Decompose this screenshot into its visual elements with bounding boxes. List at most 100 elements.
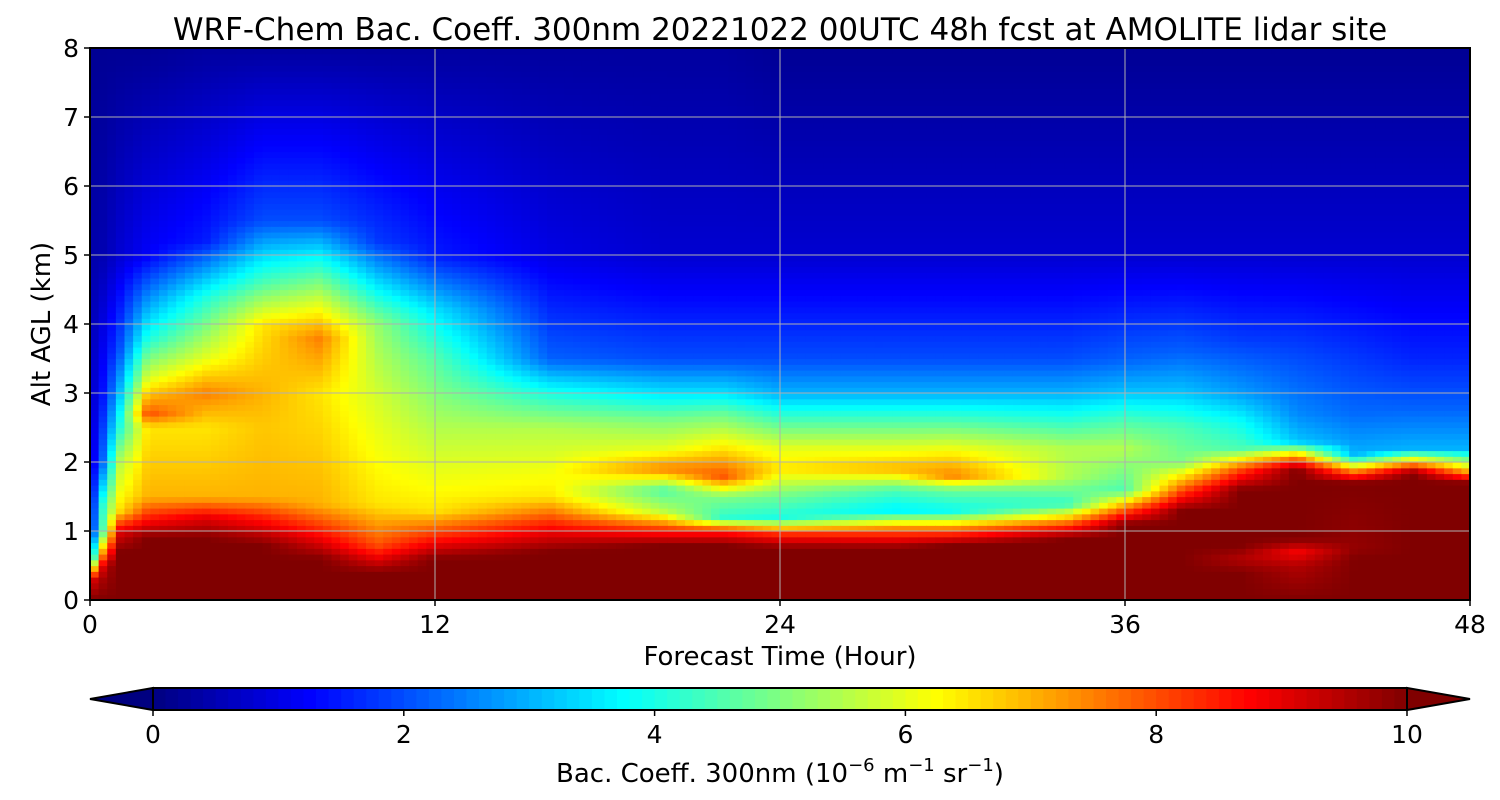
heatmap-cell <box>374 542 384 549</box>
heatmap-cell <box>297 473 307 480</box>
heatmap-cell <box>141 582 151 590</box>
heatmap-cell <box>279 111 289 118</box>
heatmap-cell <box>521 542 531 549</box>
heatmap-cell <box>443 209 453 216</box>
heatmap-cell <box>426 559 436 567</box>
heatmap-cell <box>478 502 488 509</box>
heatmap-cell <box>478 105 488 112</box>
heatmap-cell <box>383 582 393 590</box>
heatmap-cell <box>478 243 488 250</box>
heatmap-cell <box>124 519 134 526</box>
heatmap-cell <box>391 226 402 233</box>
heatmap-cell <box>202 226 212 233</box>
heatmap-cell <box>184 151 195 158</box>
heatmap-cell <box>469 82 479 89</box>
heatmap-cell <box>210 416 220 423</box>
heatmap-cell <box>167 393 177 400</box>
heatmap-cell <box>107 536 117 544</box>
heatmap-cell <box>107 226 117 233</box>
heatmap-cell <box>391 111 402 118</box>
heatmap-cell <box>322 157 333 164</box>
heatmap-cell <box>184 283 195 291</box>
heatmap-cell <box>426 565 436 572</box>
heatmap-cell <box>124 393 134 400</box>
heatmap-cell <box>512 209 522 216</box>
heatmap-cell <box>391 272 402 279</box>
heatmap-cell <box>529 209 540 216</box>
heatmap-cell <box>90 548 100 555</box>
heatmap-cell <box>322 450 333 457</box>
heatmap-cell <box>297 59 307 66</box>
heatmap-cell <box>417 421 427 429</box>
heatmap-cell <box>279 48 289 55</box>
heatmap-cell <box>391 324 402 331</box>
heatmap-cell <box>245 542 255 549</box>
heatmap-cell <box>107 318 117 325</box>
heatmap-cell <box>176 76 186 84</box>
heatmap-cell <box>279 565 289 572</box>
heatmap-cell <box>357 577 367 584</box>
heatmap-cell <box>176 519 186 526</box>
heatmap-cell <box>107 255 117 262</box>
heatmap-cell <box>322 232 333 239</box>
heatmap-cell <box>98 65 108 72</box>
heatmap-cell <box>478 542 488 549</box>
heatmap-cell <box>98 168 108 176</box>
heatmap-cell <box>288 191 298 199</box>
heatmap-cell <box>529 554 540 561</box>
heatmap-cell <box>297 243 307 250</box>
heatmap-cell <box>529 496 540 503</box>
heatmap-cell <box>193 186 203 193</box>
heatmap-cell <box>417 71 427 78</box>
heatmap-cell <box>141 404 151 411</box>
heatmap-cell <box>228 209 238 216</box>
heatmap-cell <box>253 99 264 107</box>
heatmap-cell <box>305 163 315 170</box>
heatmap-cell <box>124 94 134 101</box>
heatmap-cell <box>400 462 410 469</box>
heatmap-cell <box>176 312 186 319</box>
heatmap-cell <box>133 410 143 417</box>
heatmap-cell <box>452 577 462 584</box>
heatmap-cell <box>469 410 479 417</box>
heatmap-cell <box>400 122 410 130</box>
heatmap-cell <box>193 94 203 101</box>
heatmap-cell <box>107 306 117 314</box>
heatmap-cell <box>469 232 479 239</box>
heatmap-cell <box>167 479 177 486</box>
heatmap-cell <box>357 186 367 193</box>
heatmap-cell <box>90 76 100 84</box>
heatmap-cell <box>279 525 289 532</box>
heatmap-cell <box>228 548 238 555</box>
heatmap-cell <box>288 82 298 89</box>
heatmap-cell <box>202 65 212 72</box>
heatmap-cell <box>279 65 289 72</box>
heatmap-cell <box>228 404 238 411</box>
heatmap-cell <box>504 249 514 256</box>
heatmap-cell <box>383 88 393 95</box>
heatmap-cell <box>400 71 410 78</box>
heatmap-cell <box>141 180 151 187</box>
heatmap-cell <box>141 364 151 371</box>
heatmap-cell <box>236 565 246 572</box>
heatmap-cell <box>443 525 453 532</box>
heatmap-cell <box>124 571 134 578</box>
heatmap-cell <box>469 203 479 210</box>
heatmap-cell <box>279 168 289 176</box>
heatmap-cell <box>495 473 505 480</box>
heatmap-cell <box>184 479 195 486</box>
heatmap-cell <box>90 444 100 452</box>
heatmap-cell <box>374 53 384 61</box>
heatmap-cell <box>245 341 255 348</box>
heatmap-cell <box>133 548 143 555</box>
heatmap-cell <box>435 266 445 273</box>
heatmap-cell <box>133 594 143 601</box>
heatmap-cell <box>228 525 238 532</box>
heatmap-cell <box>391 485 402 492</box>
heatmap-cell <box>305 289 315 296</box>
heatmap-cell <box>90 71 100 78</box>
heatmap-cell <box>141 318 151 325</box>
heatmap-cell <box>107 485 117 492</box>
heatmap-cell <box>115 318 126 325</box>
heatmap-cell <box>245 312 255 319</box>
